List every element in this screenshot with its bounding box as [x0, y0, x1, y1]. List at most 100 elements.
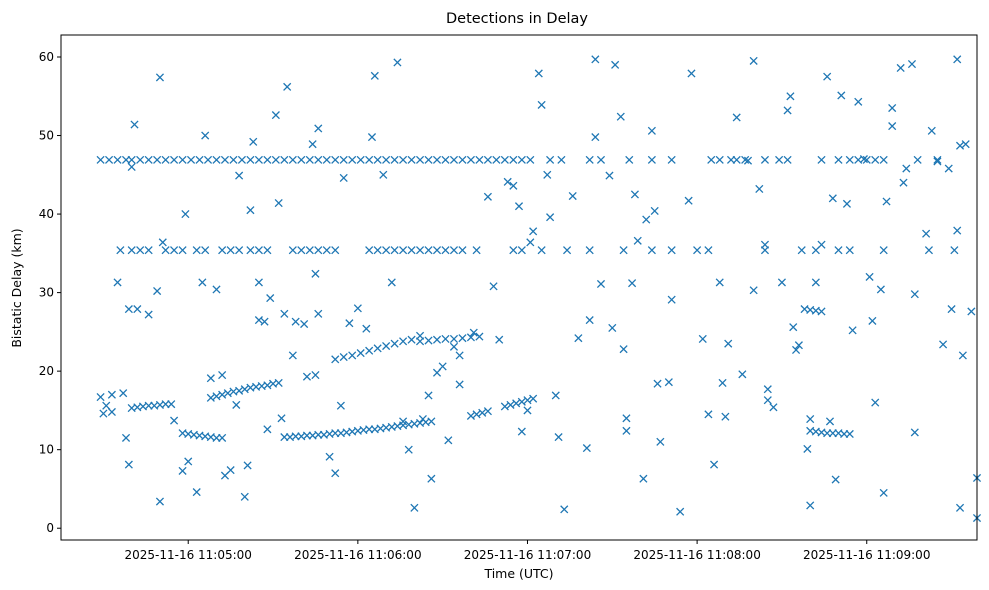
- data-point: [466, 333, 475, 342]
- data-point: [879, 155, 888, 164]
- data-point: [458, 246, 467, 255]
- data-point: [845, 246, 854, 255]
- data-point: [871, 398, 880, 407]
- data-point: [237, 155, 246, 164]
- data-point: [362, 324, 371, 333]
- data-point: [136, 155, 145, 164]
- data-point: [472, 410, 481, 419]
- data-point: [410, 503, 419, 512]
- data-point: [277, 414, 286, 423]
- data-point: [831, 475, 840, 484]
- data-point: [817, 307, 826, 316]
- data-point: [563, 246, 572, 255]
- data-point: [263, 425, 272, 434]
- data-point: [311, 371, 320, 380]
- data-point: [458, 334, 467, 343]
- data-point: [789, 323, 798, 332]
- data-point: [305, 155, 314, 164]
- data-point: [517, 246, 526, 255]
- data-points: [96, 55, 982, 523]
- data-point: [625, 155, 634, 164]
- data-point: [760, 240, 770, 249]
- data-point: [842, 199, 852, 208]
- data-point: [633, 236, 642, 245]
- data-point: [596, 279, 606, 289]
- data-point: [297, 246, 306, 255]
- data-point: [444, 436, 453, 445]
- data-point: [523, 406, 532, 415]
- data-point: [503, 177, 512, 186]
- x-tick-label: 2025-11-16 11:05:00: [124, 548, 251, 562]
- data-point: [619, 246, 628, 255]
- data-point: [591, 55, 600, 64]
- data-point: [226, 466, 235, 475]
- data-point: [387, 278, 396, 287]
- data-point: [529, 227, 538, 236]
- data-point: [794, 341, 803, 350]
- data-point: [167, 400, 176, 409]
- data-point: [195, 155, 204, 164]
- data-point: [868, 316, 877, 325]
- data-point: [554, 433, 563, 442]
- data-point: [534, 69, 543, 78]
- data-point: [212, 392, 221, 401]
- data-point: [373, 155, 382, 164]
- data-point: [116, 246, 125, 255]
- data-point: [506, 400, 515, 409]
- data-point: [232, 400, 241, 409]
- data-point: [939, 340, 948, 349]
- data-point: [418, 414, 427, 424]
- x-tick-label: 2025-11-16 11:09:00: [803, 548, 930, 562]
- data-point: [415, 155, 425, 164]
- data-point: [961, 140, 970, 149]
- data-point: [322, 155, 331, 164]
- y-tick-label: 30: [39, 286, 54, 300]
- data-point: [155, 497, 165, 506]
- data-point: [382, 246, 391, 255]
- data-point: [803, 444, 812, 453]
- data-point: [130, 120, 139, 129]
- data-point: [783, 106, 792, 115]
- data-point: [220, 155, 230, 164]
- data-point: [475, 332, 484, 341]
- data-point: [732, 155, 741, 164]
- data-point: [786, 92, 795, 101]
- data-point: [223, 389, 232, 398]
- data-point: [314, 246, 323, 255]
- data-point: [308, 140, 317, 149]
- data-point: [667, 155, 676, 164]
- data-point: [458, 155, 467, 164]
- data-point: [605, 171, 614, 180]
- data-point: [124, 460, 133, 469]
- data-point: [229, 155, 238, 164]
- data-point: [596, 155, 606, 164]
- data-point: [639, 474, 648, 483]
- x-tick-label: 2025-11-16 11:06:00: [294, 548, 421, 562]
- data-point: [424, 391, 433, 400]
- data-point: [305, 246, 314, 255]
- data-point: [653, 379, 662, 388]
- data-point: [119, 389, 128, 398]
- data-point: [449, 334, 459, 344]
- data-point: [331, 355, 340, 364]
- data-point: [466, 411, 475, 420]
- chart-title: Detections in Delay: [446, 11, 588, 27]
- data-point: [449, 246, 459, 255]
- data-point: [492, 155, 501, 164]
- data-point: [551, 391, 560, 400]
- data-point: [755, 184, 764, 193]
- data-point: [526, 238, 535, 247]
- data-point: [944, 164, 953, 173]
- data-point: [218, 246, 227, 255]
- data-point: [254, 278, 263, 287]
- data-point: [947, 305, 956, 314]
- data-point: [910, 290, 919, 299]
- data-point: [407, 335, 416, 344]
- x-axis-ticks: 2025-11-16 11:05:00 2025-11-16 11:06:00 20…: [124, 540, 930, 562]
- data-point: [365, 155, 374, 164]
- data-point: [424, 155, 433, 164]
- data-point: [865, 272, 874, 281]
- data-point: [616, 112, 625, 121]
- data-point: [365, 246, 374, 255]
